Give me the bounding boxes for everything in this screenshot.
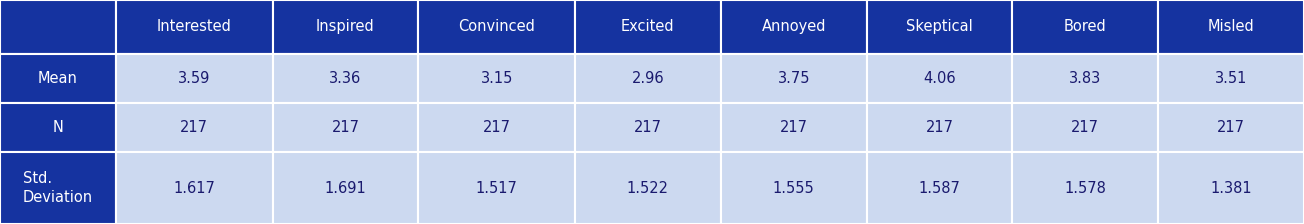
Text: 1.587: 1.587 [918, 181, 961, 196]
Text: 2.96: 2.96 [631, 71, 664, 86]
Text: Bored: Bored [1064, 19, 1107, 34]
Text: Convinced: Convinced [458, 19, 535, 34]
Bar [419, 103, 575, 152]
Bar [273, 54, 419, 103]
Text: 1.691: 1.691 [325, 181, 366, 196]
Bar [1158, 0, 1304, 54]
Bar [273, 103, 419, 152]
Bar [721, 0, 867, 54]
Bar [1158, 54, 1304, 103]
Bar [867, 54, 1012, 103]
Text: 3.59: 3.59 [177, 71, 210, 86]
Bar [116, 54, 273, 103]
Text: Annoyed: Annoyed [762, 19, 825, 34]
Text: 1.381: 1.381 [1210, 181, 1252, 196]
Bar [116, 0, 273, 54]
Bar [721, 103, 867, 152]
Text: 1.578: 1.578 [1064, 181, 1106, 196]
Bar [867, 103, 1012, 152]
Bar [1158, 103, 1304, 152]
Text: 1.555: 1.555 [773, 181, 815, 196]
Text: Inspired: Inspired [316, 19, 374, 34]
Bar [575, 0, 721, 54]
Text: 217: 217 [331, 120, 360, 135]
Text: 217: 217 [482, 120, 511, 135]
Text: 1.522: 1.522 [627, 181, 669, 196]
Text: Std.
Deviation: Std. Deviation [23, 171, 93, 205]
Text: Interested: Interested [156, 19, 232, 34]
Text: 217: 217 [780, 120, 807, 135]
Text: 3.51: 3.51 [1215, 71, 1248, 86]
Bar [419, 152, 575, 224]
Bar [116, 103, 273, 152]
Bar [1012, 103, 1158, 152]
Bar [116, 152, 273, 224]
Bar [1158, 152, 1304, 224]
Bar [273, 0, 419, 54]
Bar [1012, 152, 1158, 224]
Bar [0, 103, 116, 152]
Text: 3.15: 3.15 [480, 71, 512, 86]
Bar [1012, 0, 1158, 54]
Bar [1012, 54, 1158, 103]
Text: Mean: Mean [38, 71, 78, 86]
Bar [419, 54, 575, 103]
Bar [721, 54, 867, 103]
Text: 4.06: 4.06 [923, 71, 956, 86]
Text: 217: 217 [1072, 120, 1099, 135]
Text: 3.75: 3.75 [777, 71, 810, 86]
Bar [0, 0, 116, 54]
Text: Excited: Excited [621, 19, 674, 34]
Bar [867, 0, 1012, 54]
Bar [575, 54, 721, 103]
Bar [721, 152, 867, 224]
Bar [0, 152, 116, 224]
Bar [0, 54, 116, 103]
Text: Skeptical: Skeptical [906, 19, 973, 34]
Bar [867, 152, 1012, 224]
Text: 217: 217 [180, 120, 209, 135]
Bar [419, 0, 575, 54]
Text: 1.517: 1.517 [476, 181, 518, 196]
Text: 1.617: 1.617 [173, 181, 215, 196]
Text: 3.36: 3.36 [330, 71, 361, 86]
Bar [273, 152, 419, 224]
Text: 3.83: 3.83 [1069, 71, 1102, 86]
Text: N: N [52, 120, 64, 135]
Bar [575, 152, 721, 224]
Text: Misled: Misled [1208, 19, 1254, 34]
Bar [575, 103, 721, 152]
Text: 217: 217 [1217, 120, 1245, 135]
Text: 217: 217 [634, 120, 662, 135]
Text: 217: 217 [926, 120, 953, 135]
